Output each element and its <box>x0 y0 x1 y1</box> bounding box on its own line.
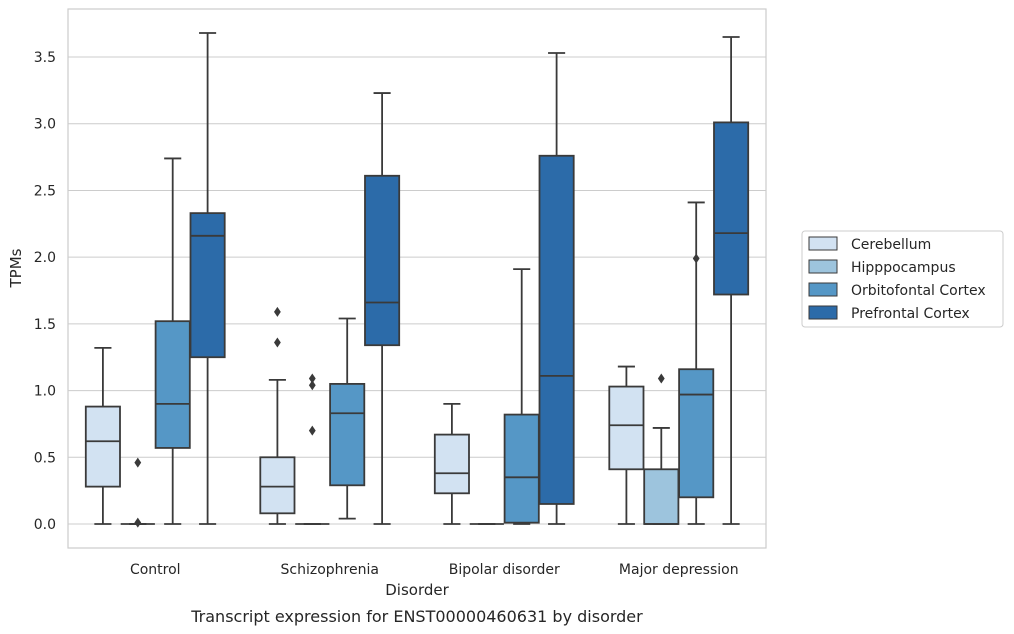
outlier-point <box>134 517 142 528</box>
x-tick-label: Control <box>130 562 181 578</box>
legend-frame <box>801 230 1004 328</box>
iqr-box <box>433 433 470 495</box>
box-1-1 <box>295 373 330 525</box>
y-tick-label: 0.5 <box>34 450 56 466</box>
y-tick-label: 2.0 <box>34 250 56 266</box>
legend-label: Cerebellum <box>851 237 931 253</box>
iqr-box <box>84 405 121 488</box>
outlier-point <box>692 253 700 264</box>
iqr-box <box>678 368 715 499</box>
boxes <box>84 32 750 528</box>
legend-swatch <box>808 236 838 251</box>
y-tick-label: 1.5 <box>34 317 56 333</box>
iqr-box <box>364 174 401 347</box>
legend-label: Prefrontal Cortex <box>851 306 970 322</box>
legend-swatch <box>808 305 838 320</box>
y-tick-label: 3.0 <box>34 117 56 133</box>
box-3-3 <box>713 36 750 525</box>
x-axis-ticks: Control Schizophrenia Bipolar disorder Majo… <box>130 562 739 578</box>
box-0-1 <box>120 457 155 528</box>
y-axis-label: TPMs <box>7 248 25 288</box>
box-1-3 <box>364 92 401 525</box>
legend: Cerebellum Hipppocampus Orbitofontal Corte… <box>801 230 1004 328</box>
outlier-point <box>657 373 665 384</box>
outlier-point <box>308 425 316 436</box>
legend-item: Hipppocampus <box>808 259 956 276</box>
outlier-point <box>274 337 281 348</box>
iqr-box <box>538 154 575 505</box>
y-axis-ticks: 0.0 0.5 1.0 1.5 2.0 2.5 3.0 3.5 <box>34 50 56 533</box>
box-0-0 <box>84 346 121 525</box>
box-1-0 <box>259 306 296 525</box>
iqr-box <box>608 385 645 471</box>
iqr-box <box>503 413 540 524</box>
iqr-box <box>154 320 191 449</box>
y-tick-label: 0.0 <box>34 517 56 533</box>
legend-swatch <box>808 259 838 274</box>
x-tick-label: Bipolar disorder <box>449 562 560 578</box>
iqr-box <box>643 468 680 525</box>
outlier-point <box>308 373 316 384</box>
box-0-2 <box>154 157 191 525</box>
legend-label: Orbitofontal Cortex <box>851 283 986 299</box>
box-2-0 <box>433 403 470 525</box>
outlier-point <box>134 457 142 468</box>
iqr-box <box>713 121 750 296</box>
figure-caption: Transcript expression for ENST0000046063… <box>190 607 643 626</box>
legend-swatch <box>808 282 838 297</box>
legend-item: Orbitofontal Cortex <box>808 282 986 299</box>
legend-item: Cerebellum <box>808 236 931 253</box>
box-2-3 <box>538 52 575 525</box>
iqr-box <box>189 212 226 359</box>
box-3-2 <box>678 201 715 525</box>
box-1-2 <box>329 317 366 520</box>
x-tick-label: Major depression <box>619 562 739 578</box>
legend-label: Hipppocampus <box>851 260 956 276</box>
y-tick-label: 2.5 <box>34 183 56 199</box>
outlier-point <box>274 306 281 317</box>
box-3-0 <box>608 365 645 525</box>
outlier-point <box>308 380 316 391</box>
iqr-box <box>329 382 366 487</box>
box-0-3 <box>189 32 226 525</box>
x-tick-label: Schizophrenia <box>281 562 379 578</box>
legend-item: Prefrontal Cortex <box>808 305 970 322</box>
plot-area <box>67 8 767 549</box>
y-tick-label: 3.5 <box>34 50 56 66</box>
x-axis-label: Disorder <box>385 581 449 599</box>
y-tick-label: 1.0 <box>34 384 56 400</box>
iqr-box <box>259 456 296 515</box>
